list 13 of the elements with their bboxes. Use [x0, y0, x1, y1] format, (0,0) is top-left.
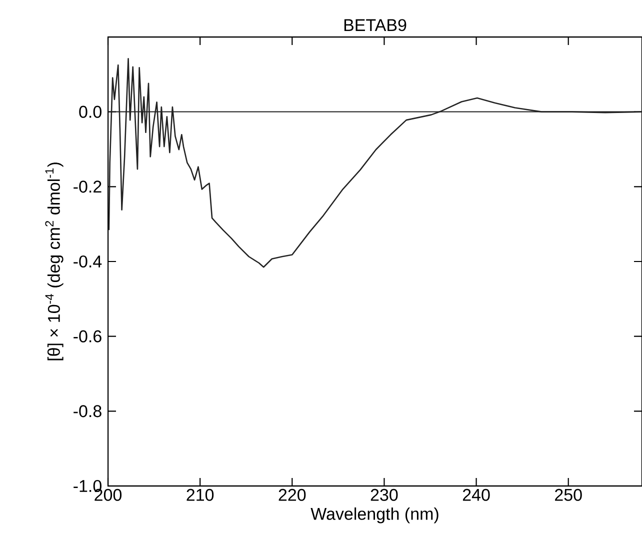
x-tick-label: 220	[278, 488, 306, 501]
x-tick-label: 240	[462, 488, 490, 501]
x-tick-label: 250	[555, 488, 582, 501]
y-axis-title: [θ] × 10$^{-4}$ (deg cm$^{2}$ dmol$^{-1}$)	[45, 162, 64, 360]
x-tick-label: 210	[186, 488, 214, 501]
y-tick-label: -0.4	[74, 255, 102, 268]
chart-title: BETAB9	[344, 19, 406, 32]
y-tick-label: 0.0	[79, 106, 102, 118]
x-axis-title: Wavelength (nm)	[310, 507, 438, 524]
y-tick-label: -0.8	[74, 405, 102, 418]
x-tick-label: 230	[370, 488, 398, 501]
y-tick-label: -0.6	[74, 330, 102, 342]
y-tick-label: -0.2	[74, 180, 102, 193]
